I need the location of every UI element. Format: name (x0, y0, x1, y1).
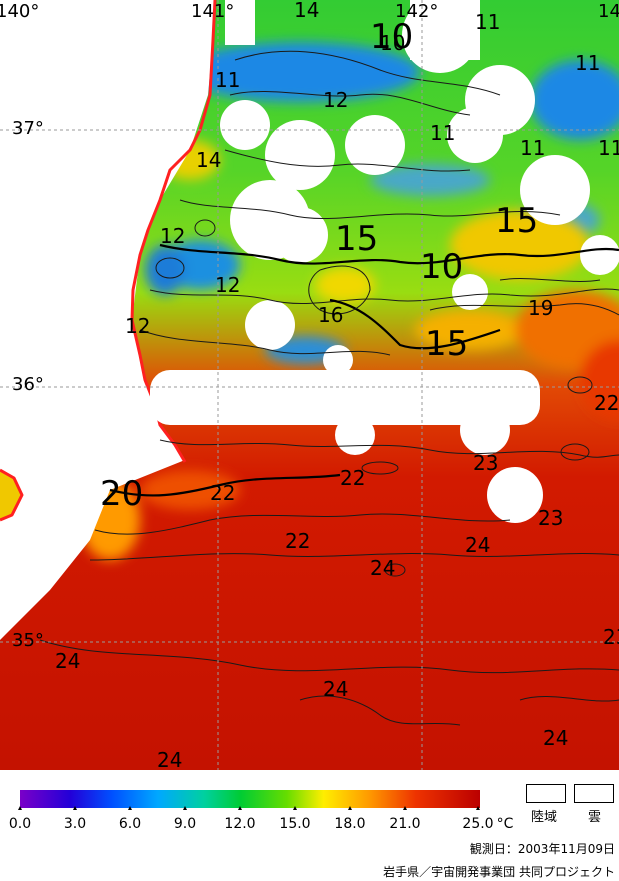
lat-label-35: 35° (12, 630, 44, 651)
contour-label: 20 (100, 474, 143, 514)
contour-label: 14 (294, 0, 319, 22)
contour-label: 24 (323, 677, 348, 701)
colorbar-tick-label: 9.0 (173, 816, 197, 832)
contour-label: 11 (575, 51, 600, 75)
colorbar-unit: °C (496, 816, 514, 832)
sst-map: 140° 141° 142° 143 37° 36° 35° 10 15 10 … (0, 0, 619, 770)
land-area (0, 0, 215, 640)
credit-line: 岩手県／宇宙開発事業団 共同プロジェクト (383, 865, 615, 879)
contour-label: 24 (370, 556, 395, 580)
legend: 0.0 3.0 6.0 9.0 12.0 15.0 18.0 21.0 25.0… (0, 770, 619, 881)
colorbar-ticks (18, 806, 480, 810)
contour-label: 22 (285, 529, 310, 553)
contour-label: 11 (598, 136, 619, 160)
lat-label-36: 36° (12, 374, 44, 395)
colorbar-tick-label: 15.0 (279, 816, 311, 832)
cloud-masks (150, 0, 619, 523)
contour-label: 11 (520, 136, 545, 160)
contour-label: 12 (160, 224, 185, 248)
colorbar-tick-label: 21.0 (389, 816, 421, 832)
contour-label: 12 (215, 273, 240, 297)
colorbar-tick-label: 0.0 (8, 816, 32, 832)
sst-map-svg: 140° 141° 142° 143 37° 36° 35° 10 15 10 … (0, 0, 619, 770)
contour-label: 15 (335, 219, 378, 259)
cloud-key-swatch (574, 784, 614, 803)
contour-label: 11 (215, 68, 240, 92)
contour-label: 23 (603, 625, 619, 649)
contour-label: 23 (538, 506, 563, 530)
observation-date: 観測日：2003年11月09日 (469, 842, 615, 856)
contour-label: 22 (594, 391, 619, 415)
contour-label: 24 (465, 533, 490, 557)
contour-label: 16 (318, 303, 343, 327)
contour-label: 15 (425, 324, 468, 364)
contour-label: 15 (495, 201, 538, 241)
colorbar-tick-label: 18.0 (334, 816, 366, 832)
contour-label: 24 (543, 726, 568, 750)
contour-label: 12 (125, 314, 150, 338)
land-key-label: 陸域 (531, 810, 558, 825)
contour-label: 11 (475, 10, 500, 34)
contour-label: 12 (323, 88, 348, 112)
contour-label: 19 (528, 296, 553, 320)
lon-label-140: 140° (0, 1, 39, 22)
contour-label: 23 (473, 451, 498, 475)
colorbar-svg (18, 790, 480, 810)
lon-label-141: 141° (191, 1, 234, 22)
colorbar-tick-label: 6.0 (118, 816, 142, 832)
lon-label-143: 143 (598, 1, 619, 22)
contour-label: 14 (196, 148, 221, 172)
contour-label: 11 (430, 121, 455, 145)
contour-label: 24 (157, 748, 182, 770)
land-key-swatch (526, 784, 566, 803)
contour-label: 10 (420, 247, 463, 287)
graticule (0, 0, 619, 770)
small-land-left (0, 470, 22, 520)
contour-label: 22 (210, 481, 235, 505)
cloud-key-label: 雲 (588, 810, 602, 825)
contour-label: 22 (340, 466, 365, 490)
colorbar-tick-label: 12.0 (224, 816, 256, 832)
contour-label: 10 (380, 31, 405, 55)
contour-label: 10 (370, 17, 413, 57)
colorbar (20, 790, 480, 808)
lat-label-37: 37° (12, 118, 44, 139)
contour-labels-mid: 14 10 11 11 11 12 11 11 11 14 12 12 16 1… (55, 0, 619, 770)
coastline-island (0, 468, 24, 522)
colorbar-tick-label: 3.0 (63, 816, 87, 832)
colorbar-tick-label: 25.0 (462, 816, 494, 832)
contour-label: 24 (55, 649, 80, 673)
isotherm-contours (39, 50, 619, 726)
lon-label-142: 142° (395, 1, 438, 22)
